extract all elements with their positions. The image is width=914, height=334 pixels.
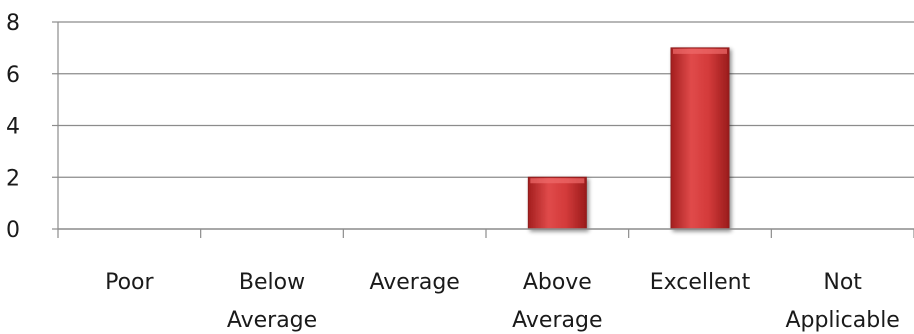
x-category-label-line: Applicable	[785, 308, 899, 333]
x-category-labels: Poor Below Average Average Above Average Excel…	[105, 270, 900, 333]
x-category-label-4: Excellent	[650, 270, 751, 295]
gridlines	[58, 21, 914, 178]
x-category-label-line: Average	[369, 270, 459, 295]
y-tick-label-0: 0	[6, 218, 20, 243]
x-category-label-0: Poor	[105, 270, 154, 295]
x-category-label-3: Above Average	[512, 270, 602, 333]
x-category-label-line: Below	[239, 270, 305, 295]
y-tick-label-8: 8	[6, 11, 20, 36]
x-category-label-line: Poor	[105, 270, 154, 295]
bar-body-4	[670, 47, 730, 230]
bar-body-3	[527, 176, 587, 230]
bars	[527, 47, 730, 230]
y-tick-labels: 0 2 4 6 8	[6, 11, 20, 243]
x-category-label-line: Average	[512, 308, 602, 333]
bar-top-highlight-3	[530, 178, 585, 184]
x-category-label-line: Above	[523, 270, 592, 295]
bar-top-highlight-4	[673, 48, 727, 54]
x-category-label-5: Not Applicable	[785, 270, 899, 333]
y-tick-label-2: 2	[6, 166, 20, 191]
bar-4	[670, 47, 730, 230]
y-tick-label-4: 4	[6, 115, 20, 140]
x-category-label-2: Average	[369, 270, 459, 295]
axes	[52, 21, 914, 238]
x-category-label-line: Average	[227, 308, 317, 333]
y-tick-label-6: 6	[6, 63, 20, 88]
x-category-label-1: Below Average	[227, 270, 317, 333]
x-category-label-line: Not	[823, 270, 862, 295]
bar-3	[527, 176, 587, 230]
x-category-label-line: Excellent	[650, 270, 751, 295]
